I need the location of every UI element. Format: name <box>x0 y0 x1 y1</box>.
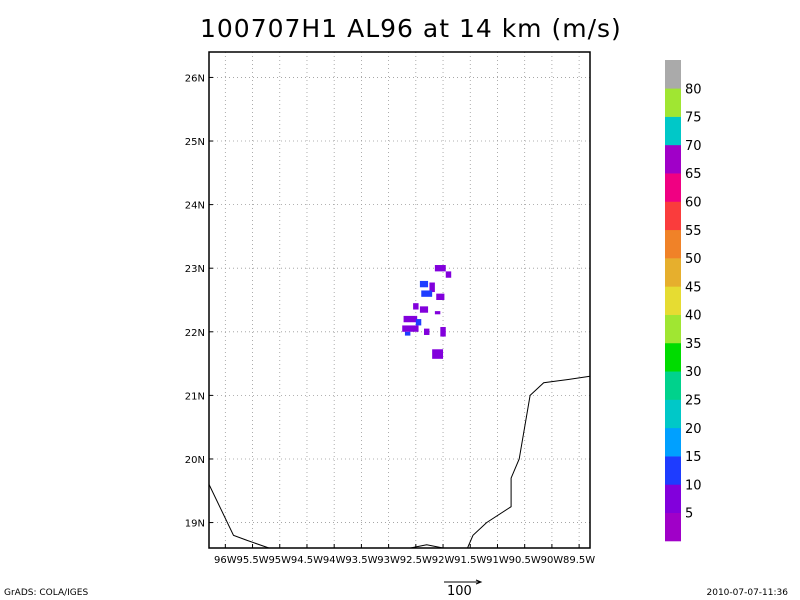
wind-speed-cell <box>445 271 452 278</box>
colorbar-label: 10 <box>685 478 702 493</box>
longitude-axis: 96W 95.5W 95W 94.5W 94W 93.5W 93W 92.5W 92W 91.5W… <box>214 544 595 566</box>
map-gridlines <box>209 52 590 548</box>
colorbar-label: 75 <box>685 111 702 126</box>
lon-tick-label: 95.5W <box>236 555 268 566</box>
colorbar: 5 10 15 20 25 30 35 40 45 50 55 60 65 70 75 80 <box>665 60 702 542</box>
wind-speed-cell <box>415 319 422 326</box>
colorbar-label: 55 <box>685 224 702 239</box>
colorbar-label: 30 <box>685 365 702 380</box>
lat-tick-label: 21N <box>185 391 205 402</box>
wind-speed-cell <box>402 325 419 332</box>
colorbar-swatch <box>665 399 681 429</box>
wind-speed-cell <box>421 290 433 297</box>
colorbar-swatch <box>665 144 681 174</box>
footer-timestamp: 2010-07-07-11:36 <box>706 588 789 598</box>
wind-speed-cell <box>432 349 444 359</box>
wind-speed-field <box>402 265 452 359</box>
colorbar-label: 45 <box>685 280 702 295</box>
colorbar-swatch <box>665 258 681 287</box>
map-title: 100707H1 AL96 at 14 km (m/s) <box>200 14 622 43</box>
lon-tick-label: 90.5W <box>509 555 541 566</box>
lon-tick-label: 95W <box>268 555 291 566</box>
colorbar-swatch <box>665 116 681 146</box>
colorbar-label: 50 <box>685 252 702 267</box>
lon-tick-label: 89.5W <box>563 555 595 566</box>
wind-speed-cell <box>404 331 411 336</box>
lat-tick-label: 23N <box>185 264 205 275</box>
colorbar-label: 70 <box>685 139 702 154</box>
colorbar-label: 25 <box>685 394 702 409</box>
wind-speed-cell <box>436 293 445 300</box>
lat-tick-label: 24N <box>185 201 205 212</box>
colorbar-label: 35 <box>685 337 702 352</box>
lat-tick-label: 22N <box>185 328 205 339</box>
colorbar-label: 40 <box>685 309 702 324</box>
colorbar-label: 60 <box>685 195 702 210</box>
wind-speed-cell <box>413 303 419 310</box>
lon-tick-label: 93W <box>377 555 400 566</box>
colorbar-swatch <box>665 456 681 485</box>
colorbar-swatch <box>665 427 681 457</box>
colorbar-swatch <box>665 173 681 202</box>
lon-tick-label: 91W <box>486 555 509 566</box>
wind-speed-cell <box>423 328 430 335</box>
wind-speed-cell <box>429 282 435 293</box>
lon-tick-label: 91.5W <box>454 555 486 566</box>
wind-speed-cell <box>434 265 446 272</box>
wind-speed-cell <box>419 306 429 313</box>
colorbar-swatch <box>665 342 681 372</box>
latitude-axis: 19N 20N 21N 22N 23N 24N 25N 26N <box>185 73 213 530</box>
colorbar-swatch <box>665 201 681 231</box>
wind-speed-cell <box>419 280 429 288</box>
lon-tick-label: 94W <box>323 555 346 566</box>
colorbar-swatch <box>665 229 681 259</box>
colorbar-swatch <box>665 60 681 89</box>
colorbar-swatch <box>665 371 681 400</box>
lat-tick-label: 25N <box>185 137 205 148</box>
map-frame <box>208 51 591 549</box>
colorbar-swatch <box>665 286 681 315</box>
lat-tick-label: 19N <box>185 519 205 530</box>
coastline <box>208 484 270 549</box>
wind-speed-cell <box>403 315 418 323</box>
colorbar-label: 65 <box>685 167 702 182</box>
lon-tick-label: 93.5W <box>345 555 377 566</box>
colorbar-swatch <box>665 314 681 344</box>
lon-tick-label: 94.5W <box>291 555 323 566</box>
lon-tick-label: 92W <box>432 555 455 566</box>
colorbar-label: 20 <box>685 422 702 437</box>
colorbar-swatch <box>665 512 681 542</box>
coastlines <box>208 375 591 549</box>
wind-speed-cell <box>440 327 446 337</box>
lon-tick-label: 92.5W <box>400 555 432 566</box>
colorbar-label: 5 <box>685 507 693 522</box>
colorbar-swatch <box>665 88 681 117</box>
wind-speed-cell <box>434 311 441 315</box>
colorbar-label: 15 <box>685 450 702 465</box>
lat-tick-label: 20N <box>185 455 205 466</box>
coastline <box>467 375 591 549</box>
lat-tick-label: 26N <box>185 73 205 84</box>
reference-vector-label: 100 <box>447 584 472 599</box>
footer-credit: GrADS: COLA/IGES <box>4 588 89 598</box>
colorbar-label: 80 <box>685 82 702 97</box>
colorbar-swatch <box>665 484 681 514</box>
reference-vector <box>444 579 483 585</box>
lon-tick-label: 90W <box>541 555 564 566</box>
lon-tick-label: 96W <box>214 555 237 566</box>
